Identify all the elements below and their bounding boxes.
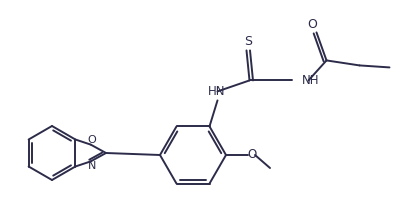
Text: HN: HN [208, 85, 225, 98]
Text: O: O [87, 135, 96, 145]
Text: N: N [87, 161, 96, 171]
Text: O: O [247, 149, 256, 161]
Text: O: O [308, 18, 318, 31]
Text: S: S [245, 35, 252, 48]
Text: NH: NH [301, 74, 319, 87]
